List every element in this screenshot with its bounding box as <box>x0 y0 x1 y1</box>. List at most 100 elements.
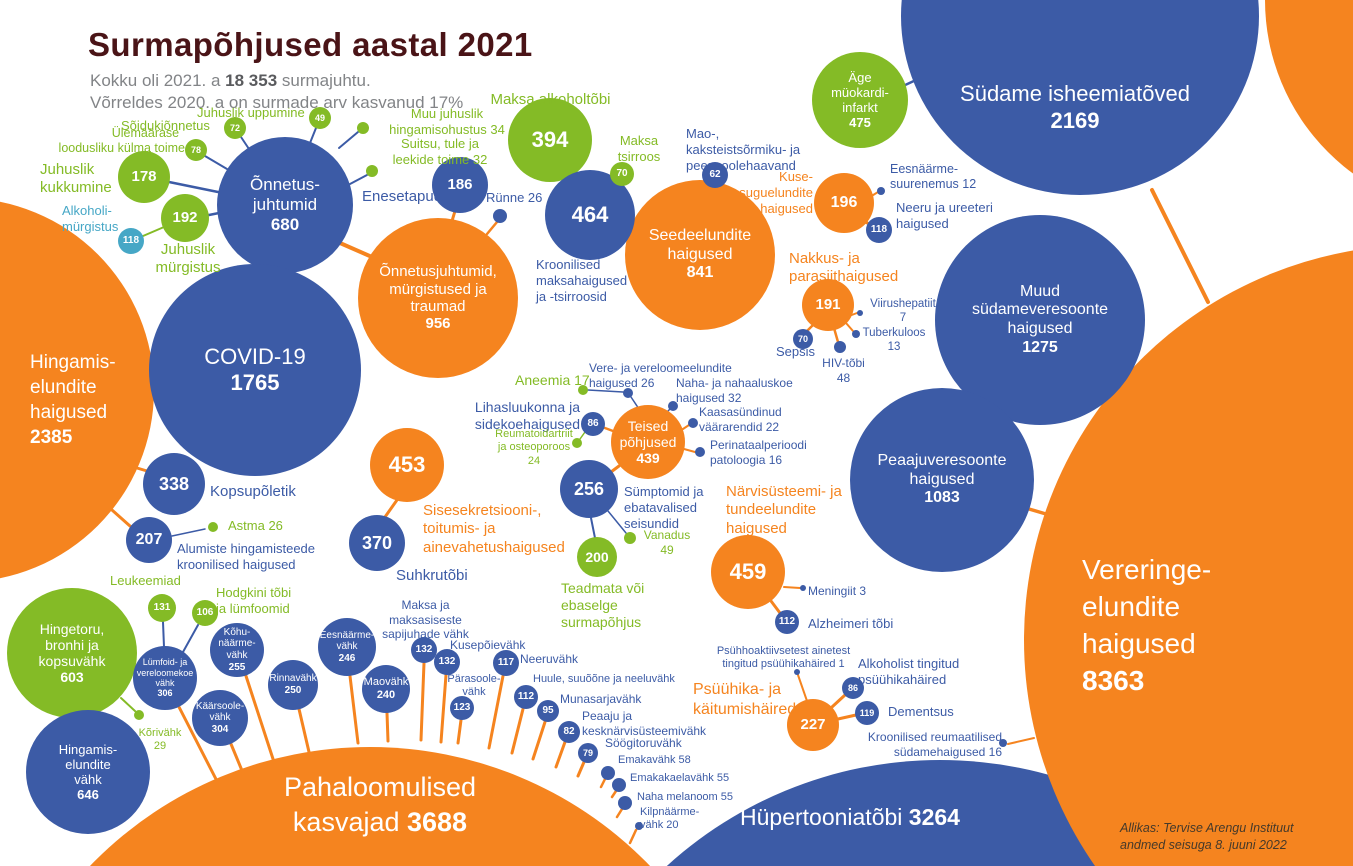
eesnaarmevahk-bubble: Eesnäärme-vähk 246 <box>318 618 376 676</box>
subtitle-line-2: Võrreldes 2020. a on surmade arv kasvanu… <box>90 93 464 112</box>
emakakaelavahk-dot-bubble <box>612 778 626 792</box>
label-runne: Rünne 26 <box>486 190 543 205</box>
hodgkini-bubble: 106 <box>192 600 218 626</box>
sepsis-bubble: 70 <box>793 329 813 349</box>
label-enesetapud: Enesetapud <box>362 188 443 205</box>
nakkus-parasiithaigused-bubble: 191 <box>802 279 854 331</box>
label-neeru-ureeteri: Neeru ja ureeteri haigused <box>896 200 993 231</box>
label-suhkrutobi: Suhkrutõbi <box>396 567 468 584</box>
label-aneemia: Aneemia 17 <box>515 372 590 388</box>
label-lihasluukonna: Lihasluukonna ja sidekoehaigused <box>474 399 580 433</box>
subtitle-line-1: Kokku oli 2021. a 18 353 surmajuhtu. <box>90 71 371 90</box>
maksa-sapijuhade-vahk-bubble: 132 <box>411 637 437 663</box>
label-kroonilised-reumaatilised: Kroonilised reumaatilised südamehaigused … <box>867 730 1002 759</box>
age-muokardiinfarkt-bubble: Äge müokardi-infarkt 475 <box>812 52 908 148</box>
label-psuhhoaktiivsetest: Psühhoaktiivsetest ainetest tingitud psüü… <box>716 645 851 671</box>
label-soogitoruvahk: Söögitoruvähk <box>605 736 682 750</box>
rinnavahk-bubble: Rinnavähk 250 <box>268 660 318 710</box>
label-sisesekretsiooni: Sisesekretsiooni-, toitumis- ja ainevahetu… <box>423 502 565 556</box>
label-suitsu-tule: Suitsu, tule ja leekide toime 32 <box>392 136 488 167</box>
huule-suuoone-neeluvahk-bubble: 112 <box>514 685 538 709</box>
alzheimeri-tobi-bubble: 112 <box>775 610 799 634</box>
label-viirushepatiit: Viirushepatiit 7 <box>870 298 936 325</box>
connector-line-3 <box>167 180 220 194</box>
label-sepsis: Sepsis <box>776 344 816 359</box>
label-alkoholist: Alkoholist tingitud psüühikahäired <box>858 656 960 687</box>
astma-dot-bubble <box>208 522 218 532</box>
connector-line-2 <box>204 155 228 170</box>
vere-vereloomeelundite-dot-bubble <box>623 388 633 398</box>
connector-line-62 <box>610 789 618 799</box>
connector-line-41 <box>797 674 808 702</box>
psuhhoaktiivsetest-dot-bubble <box>794 669 800 675</box>
connector-line-52 <box>385 711 390 743</box>
label-juhuslik-uppumine: Juhuslik uppumine <box>197 105 305 120</box>
label-sumptomid: Sümptomid ja ebatavalised seisundid <box>624 484 704 531</box>
label-hodgkini: Hodgkini tõbi ja lümfoomid <box>216 585 292 616</box>
connector-line-46 <box>1027 507 1048 516</box>
sisesekretsiooni-bubble: 453 <box>370 428 444 502</box>
dementsus-bubble: 119 <box>855 701 879 725</box>
page-title: Surmapõhjused aastal 2021 <box>88 26 533 63</box>
connector-line-51 <box>348 674 360 745</box>
kuse-suguelundite-bubble: 196 <box>814 173 874 233</box>
connector-line-57 <box>510 707 525 755</box>
connector-line-59 <box>554 740 567 769</box>
kopsupoletik-bubble: 338 <box>143 453 205 515</box>
kusepoievahk-bubble: 132 <box>434 649 460 675</box>
teadmata-bubble: 200 <box>577 537 617 577</box>
onnetused-murgistused-traumad-bubble: Õnnetusjuhtumid, mürgistused ja traumad 956 <box>358 218 518 378</box>
label-teadmata: Teadmata või ebaselge surmapõhjus <box>561 580 645 631</box>
connector-line-23 <box>485 220 499 236</box>
label-kilpnaarmevahk: Kilpnäärme-vähk 20 <box>640 806 700 832</box>
label-reumatoidartriit: Reumatoidartriit ja osteoporoos 24 <box>495 428 573 467</box>
connector-line-47 <box>177 705 221 787</box>
label-sudame-isheemiatoved: Südame isheemiatõved 2169 <box>960 81 1190 133</box>
hingamis-elundite-haigused-shape <box>0 201 154 579</box>
mao-haavand-bubble: 62 <box>702 162 728 188</box>
vanadus-dot-bubble <box>624 532 636 544</box>
narvisusteemi-bubble: 459 <box>711 535 785 609</box>
label-emakavahk: Emakavähk 58 <box>618 754 691 766</box>
suhkrutobi-bubble: 370 <box>349 515 405 571</box>
korivahk-dot-bubble <box>134 710 144 720</box>
connector-line-9 <box>182 624 199 653</box>
suitsu-tule-dot-bubble <box>366 165 378 177</box>
label-perinataal: Perinataalperioodi patoloogia 16 <box>710 438 807 467</box>
tuberkuloos-dot-bubble <box>852 330 860 338</box>
label-leukeemiad: Leukeemiad <box>110 573 181 588</box>
kaasasundinud-dot-bubble <box>688 418 698 428</box>
label-pahaloomulised: Pahaloomulised kasvajad 3688 <box>283 772 477 837</box>
perinataal-dot-bubble <box>695 447 705 457</box>
connector-line-49 <box>229 742 245 775</box>
kohunaarmevahk-bubble: Kõhu-näärme-vähk 255 <box>210 623 264 677</box>
meningiit-dot-bubble <box>800 585 806 591</box>
pahaloomulised-kasvajad-shape <box>90 747 650 866</box>
label-korivahk: Kõrivähk 29 <box>138 727 182 753</box>
connector-line-40 <box>110 508 132 528</box>
juhuslik-uppumine-bubble: 49 <box>309 107 331 129</box>
connector-line-55 <box>456 718 463 745</box>
neeruvahk-bubble: 117 <box>493 650 519 676</box>
connector-line-29 <box>845 322 854 332</box>
label-hingamis-haigused: Hingamis-elundite haigused 2385 <box>30 352 116 448</box>
connector-line-53 <box>419 661 426 742</box>
covid-19-bubble: COVID-19 1765 <box>149 264 361 476</box>
label-alkoholi-murgistus: Alkoholi-mürgistus <box>62 203 119 234</box>
soidukionnetus-bubble: 72 <box>224 117 246 139</box>
connector-line-54 <box>439 673 448 744</box>
label-kulma-toime: Ülemäärase ' loodusliku külma toime <box>58 126 185 156</box>
munasarjavahk-bubble: 95 <box>537 700 559 722</box>
sudame-isheemiatoved-shape <box>901 0 1259 195</box>
muu-hingamisohustus-dot-bubble <box>357 122 369 134</box>
label-juhuslik-kukkumine: Juhuslik kukkumine <box>40 161 112 197</box>
label-eesnaarme-suurenemus: Eesnäärme-suurenemus 12 <box>890 162 977 192</box>
enesetapud-bubble: 186 <box>432 157 488 213</box>
label-kuse-suguelundite: Kuse-suguelundite haigused <box>739 169 813 216</box>
label-hupertooniatobi: Hüpertooniatõbi 3264 <box>740 804 960 830</box>
alumiste-hingamisteede-bubble: 207 <box>126 517 172 563</box>
maksa-tsirroos-bubble: 70 <box>610 162 634 186</box>
naha-nahaaluskoe-dot-bubble <box>668 401 678 411</box>
leukeemiad-bubble: 131 <box>148 594 176 622</box>
